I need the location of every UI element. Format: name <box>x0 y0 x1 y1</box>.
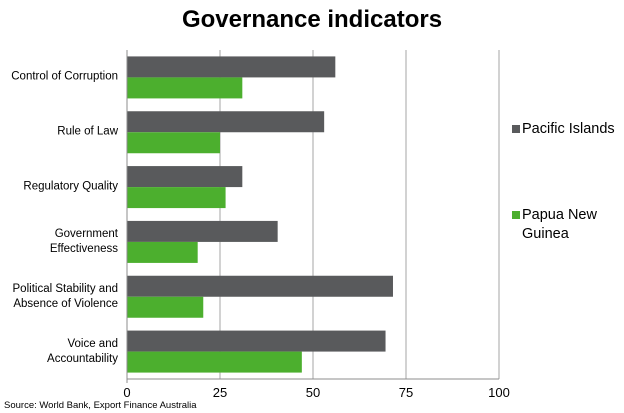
x-tick-label-75: 75 <box>398 385 414 400</box>
category-label-regulatory-quality: Regulatory Quality <box>23 180 118 193</box>
category-label-voice-and-accountability: Voice and Accountability <box>47 337 118 365</box>
bar-pacific-islands-government-effectiveness <box>127 220 278 242</box>
category-label-government-effectiveness: Government Effectiveness <box>49 227 118 255</box>
bar-papua-new-guinea-government-effectiveness <box>127 241 198 263</box>
category-label-control-of-corruption: Control of Corruption <box>11 70 118 83</box>
bar-papua-new-guinea-regulatory-quality <box>127 187 226 209</box>
legend-label-papua-new-guinea: Papua New Guinea <box>522 207 597 242</box>
x-tick-label-50: 50 <box>305 385 321 400</box>
bar-papua-new-guinea-rule-of-law <box>127 132 220 154</box>
bars <box>127 56 393 373</box>
bar-pacific-islands-political-stability-and-absence-of-violence <box>127 275 393 297</box>
bar-pacific-islands-regulatory-quality <box>127 166 243 188</box>
axes <box>126 50 499 383</box>
x-tick-label-25: 25 <box>212 385 228 400</box>
bar-pacific-islands-rule-of-law <box>127 111 325 133</box>
category-label-rule-of-law: Rule of Law <box>57 125 118 138</box>
category-label-political-stability-and-absence-of-violence: Political Stability and Absence of Viole… <box>12 282 118 310</box>
x-tick-label-0: 0 <box>123 385 131 400</box>
bar-papua-new-guinea-voice-and-accountability <box>127 351 302 373</box>
source-note: Source: World Bank, Export Finance Austr… <box>4 400 197 411</box>
legend-swatch-pacific-islands <box>512 125 520 133</box>
legend-swatch-papua-new-guinea <box>512 211 520 219</box>
bar-pacific-islands-voice-and-accountability <box>127 330 386 352</box>
x-tick-label-100: 100 <box>488 385 510 400</box>
legend-label-pacific-islands: Pacific Islands <box>522 121 615 137</box>
chart-title: Governance indicators <box>181 6 443 33</box>
bar-papua-new-guinea-political-stability-and-absence-of-violence <box>127 296 204 318</box>
gridlines <box>219 50 500 379</box>
bar-pacific-islands-control-of-corruption <box>127 56 336 78</box>
bar-papua-new-guinea-control-of-corruption <box>127 77 243 99</box>
